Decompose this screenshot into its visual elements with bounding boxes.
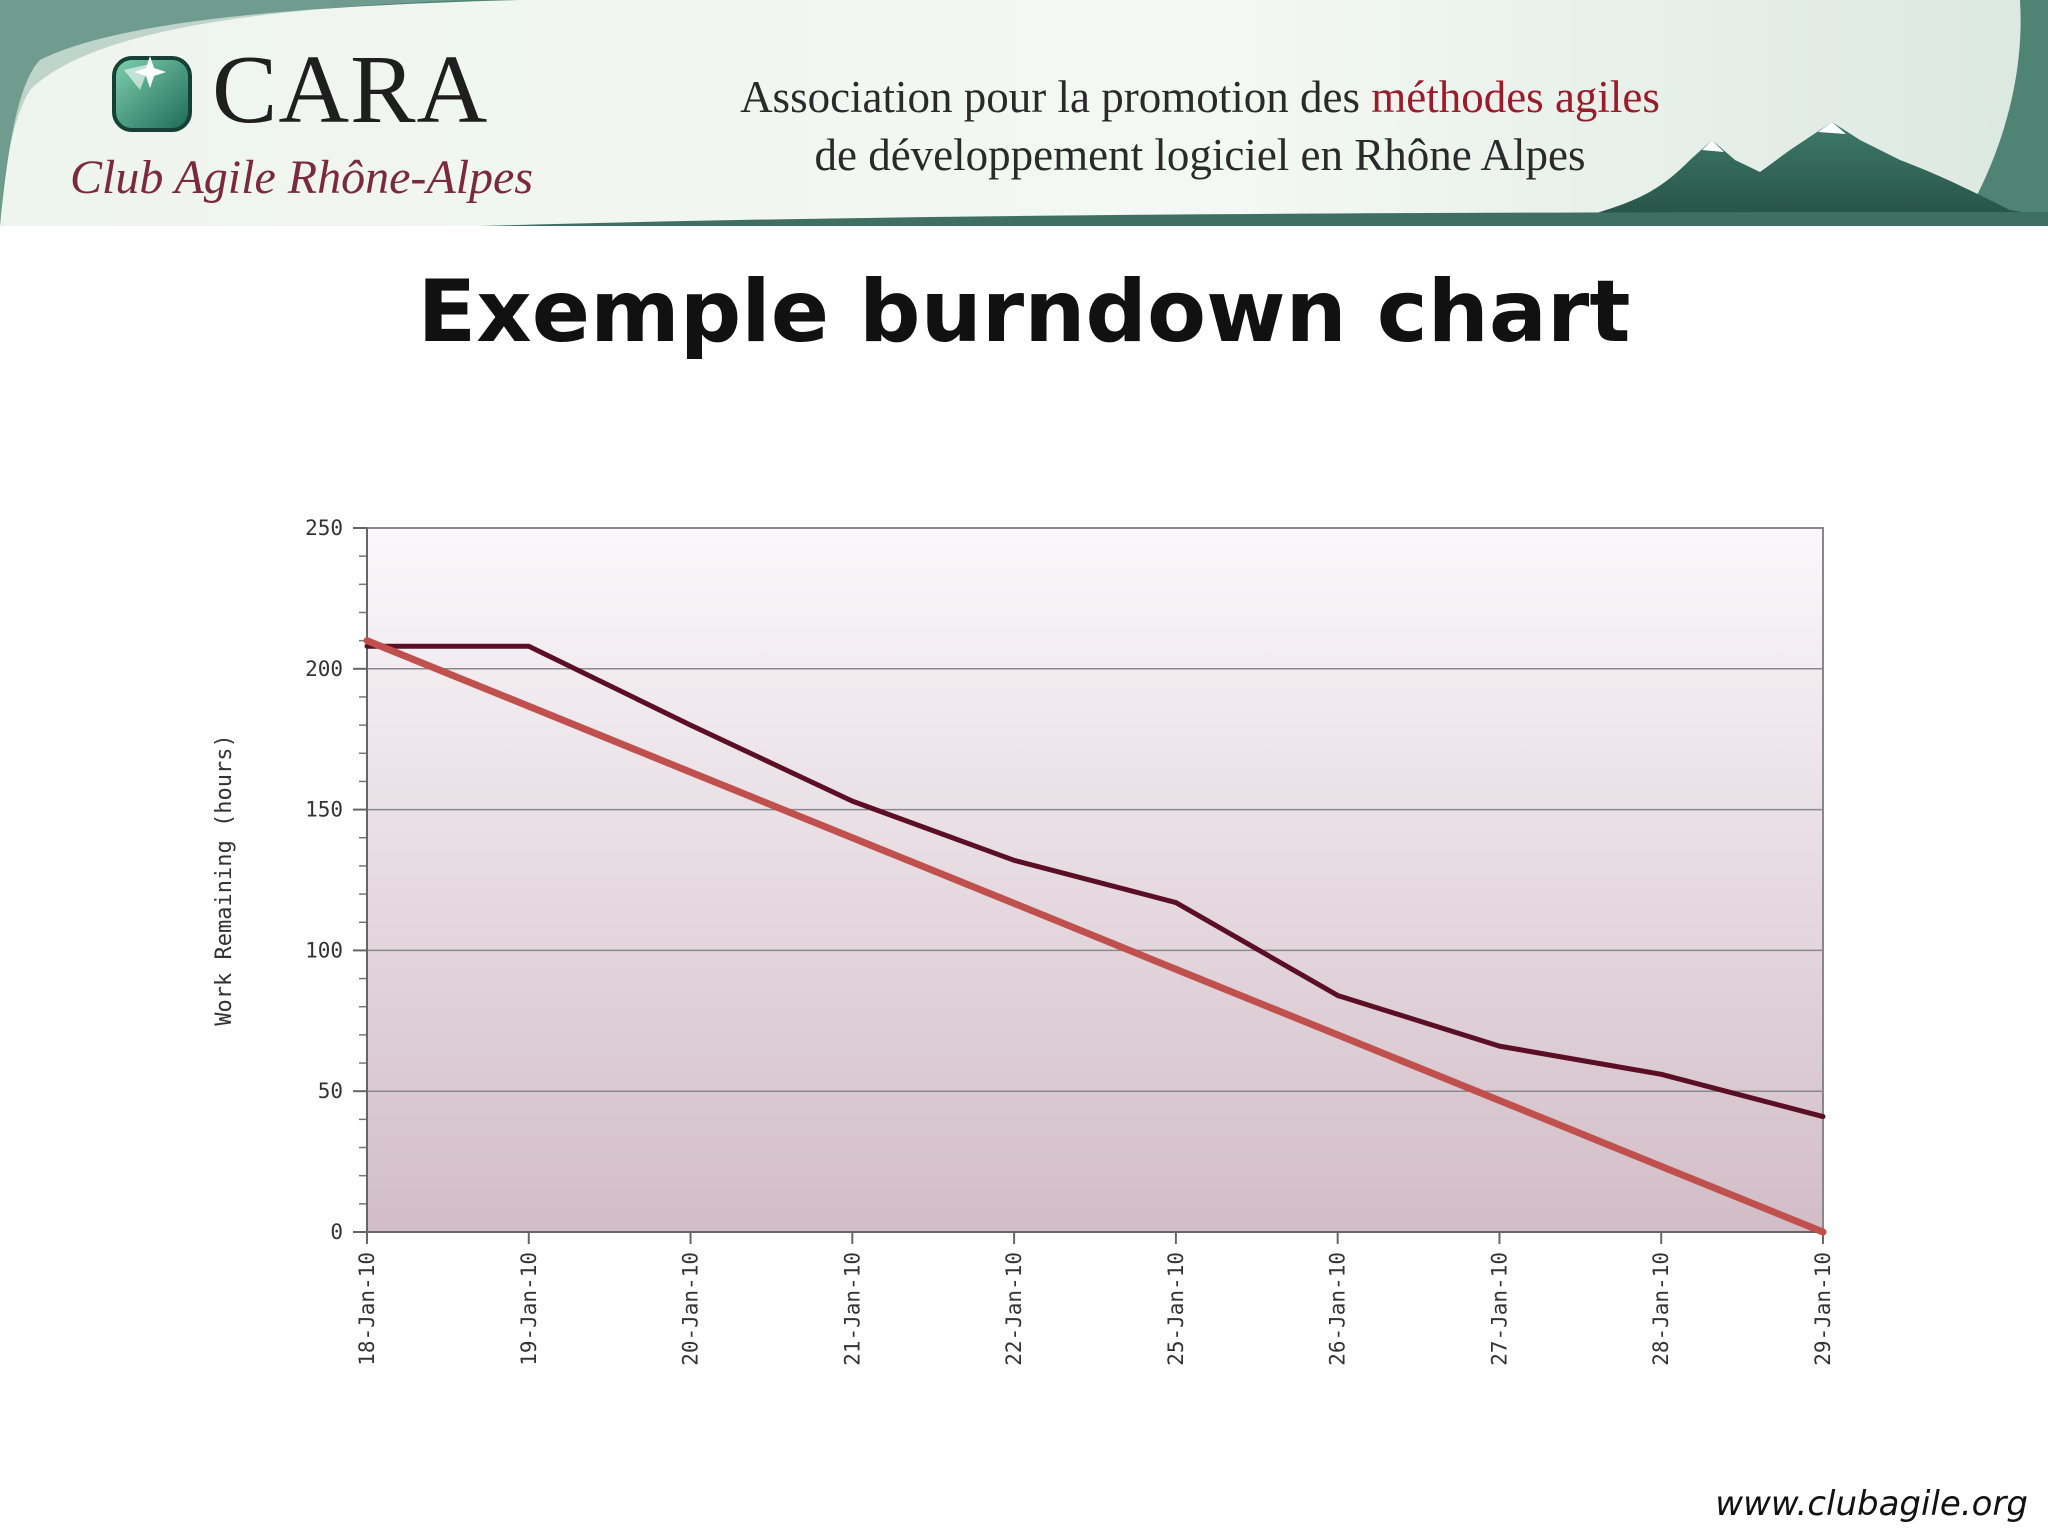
banner-bottom-line: [480, 212, 2048, 226]
x-tick-label-2: 20-Jan-10: [679, 1252, 703, 1366]
x-tick-label-7: 27-Jan-10: [1487, 1252, 1511, 1366]
mountain-icon: [1560, 122, 2048, 226]
series-actual-line: [364, 643, 1826, 1120]
footer-url: www.clubagile.org: [1715, 1484, 2028, 1524]
x-tick-label-1: 19-Jan-10: [517, 1252, 541, 1366]
x-tick-label-5: 25-Jan-10: [1164, 1252, 1188, 1366]
y-tick-label-150: 150: [305, 798, 343, 822]
banner-right-edge: [1960, 0, 2048, 226]
tagline: Association pour la promotion des méthod…: [640, 68, 1760, 184]
y-tick-label-100: 100: [305, 938, 343, 962]
y-tick-label-0: 0: [330, 1220, 343, 1244]
tick-labels: 0 50 100 150 200 250 18-Jan-10 19-Jan-10 20-Jan-…: [305, 516, 1835, 1366]
x-tick-label-3: 21-Jan-10: [840, 1252, 864, 1366]
slide-title: Exemple burndown chart: [417, 262, 1631, 362]
grid-lines: [367, 668, 1823, 1092]
gem-icon: [112, 56, 192, 132]
x-tick-label-6: 26-Jan-10: [1326, 1252, 1350, 1366]
y-tick-label-250: 250: [305, 516, 343, 540]
series-ideal-line: [363, 637, 1827, 1236]
x-tick-label-8: 28-Jan-10: [1649, 1252, 1673, 1366]
banner-background: [0, 0, 2048, 226]
y-tick-label-50: 50: [318, 1079, 343, 1103]
x-tick-label-0: 18-Jan-10: [355, 1252, 379, 1366]
logo-name: CARA: [212, 36, 489, 144]
burndown-chart: 0 50 100 150 200 250 18-Jan-10 19-Jan-10 20-Jan-…: [212, 516, 1835, 1366]
series-lines: [363, 637, 1827, 1236]
x-tick-label-9: 29-Jan-10: [1811, 1252, 1835, 1366]
tagline-accent: méthodes agiles: [1371, 72, 1660, 122]
tagline-line1-start: Association pour la promotion des: [740, 72, 1372, 122]
tagline-line2: de développement logiciel en Rhône Alpes: [814, 130, 1586, 180]
banner-top-swoosh-light: [0, 0, 470, 226]
y-tick-label-200: 200: [305, 657, 343, 681]
x-tick-label-4: 22-Jan-10: [1002, 1252, 1026, 1366]
y-axis-label: Work Remaining (hours): [212, 734, 237, 1025]
header-banner: CARA Club Agile Rhône-Alpes Association …: [0, 0, 2048, 230]
logo-subtitle: Club Agile Rhône-Alpes: [70, 151, 534, 204]
